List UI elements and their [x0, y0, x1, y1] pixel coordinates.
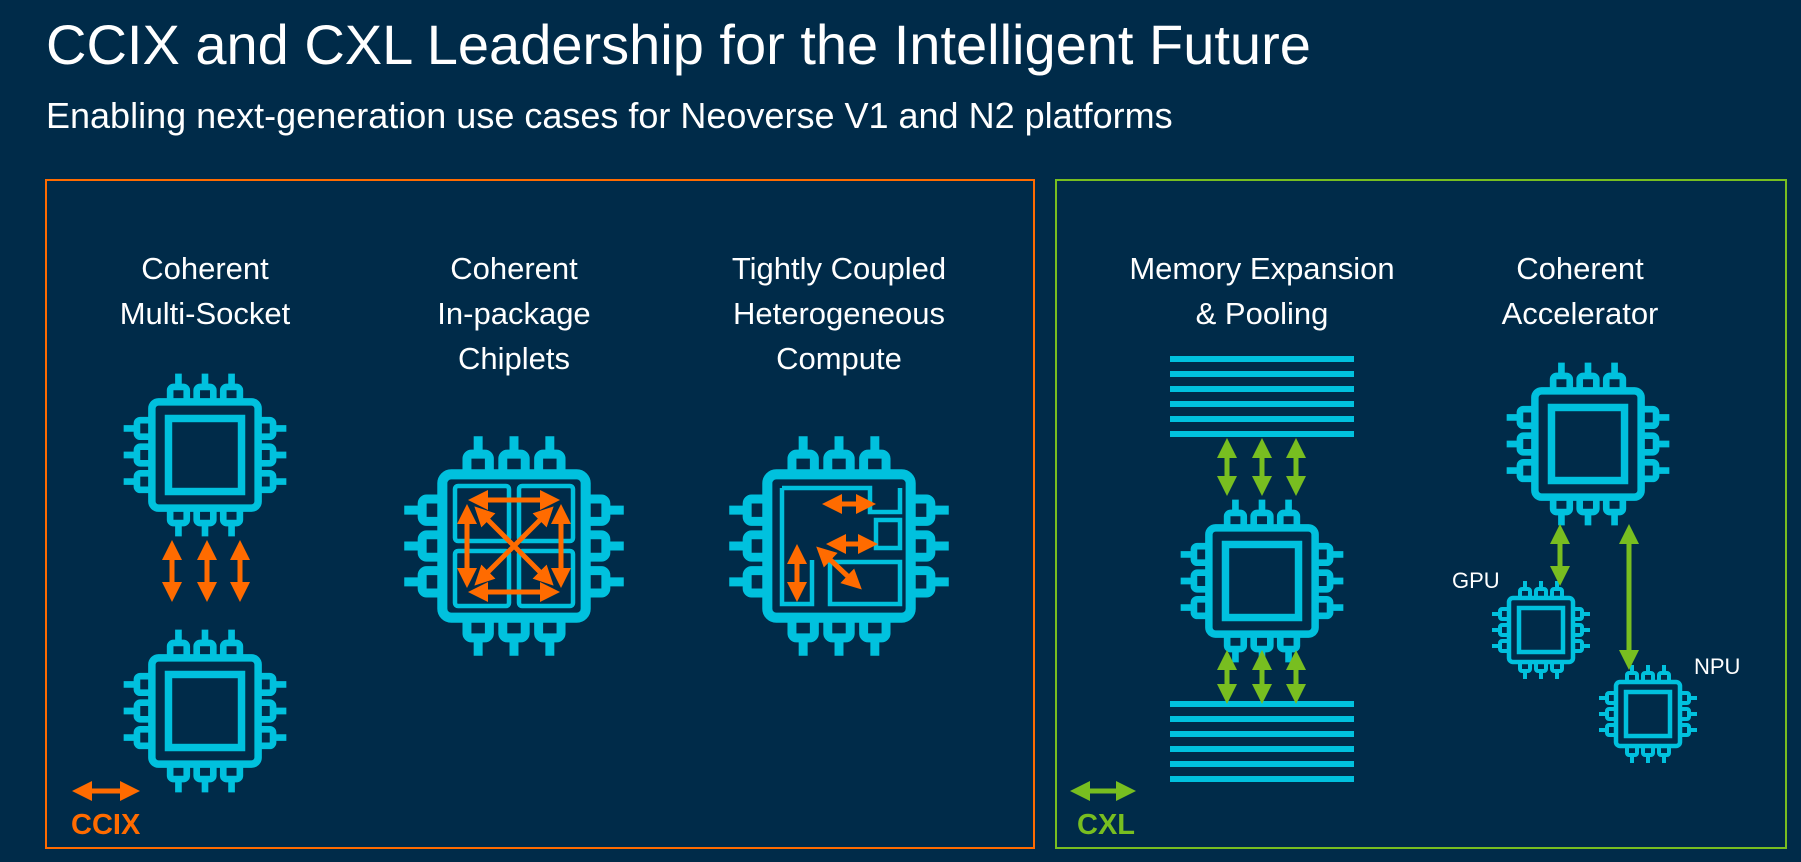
chiplets-label-1: Coherent — [450, 251, 578, 286]
accelerator-label-2: Accelerator — [1502, 296, 1659, 331]
memory-module-icon-bottom — [1170, 701, 1354, 782]
multi-socket-label-1: Coherent — [141, 251, 269, 286]
ccix-heterogeneous-arrows — [787, 494, 878, 602]
socket-chip-icon-bottom — [124, 630, 287, 793]
heterogeneous-label-2: Heterogeneous — [733, 296, 945, 331]
ccix-chiplet-arrows — [457, 490, 571, 602]
ccix-legend-label: CCIX — [71, 809, 141, 841]
memory-module-icon-top — [1170, 356, 1354, 437]
cxl-accelerator-arrows — [1550, 524, 1639, 670]
memory-label-2: & Pooling — [1196, 296, 1329, 331]
accelerator-host-chip-icon — [1507, 363, 1670, 526]
heterogeneous-label-3: Compute — [776, 341, 902, 376]
npu-label: NPU — [1694, 654, 1740, 679]
ccix-panel — [45, 179, 1035, 849]
ccix-socket-arrows — [162, 540, 250, 602]
cxl-legend-label: CXL — [1077, 809, 1135, 841]
multi-socket-label-2: Multi-Socket — [120, 296, 291, 331]
gpu-chip-icon — [1492, 581, 1590, 679]
socket-chip-icon-top — [124, 374, 287, 537]
memory-label-1: Memory Expansion — [1129, 251, 1394, 286]
cxl-panel — [1055, 179, 1787, 849]
chiplets-label-3: Chiplets — [458, 341, 570, 376]
accelerator-label-1: Coherent — [1516, 251, 1644, 286]
slide-title: CCIX and CXL Leadership for the Intellig… — [46, 13, 1311, 76]
heterogeneous-label-1: Tightly Coupled — [732, 251, 946, 286]
cxl-memory-arrows — [1217, 438, 1306, 704]
slide-subtitle: Enabling next-generation use cases for N… — [46, 95, 1173, 136]
gpu-label: GPU — [1452, 568, 1500, 593]
memory-host-chip-icon — [1181, 500, 1344, 663]
npu-chip-icon — [1599, 665, 1697, 763]
chiplets-label-2: In-package — [437, 296, 590, 331]
